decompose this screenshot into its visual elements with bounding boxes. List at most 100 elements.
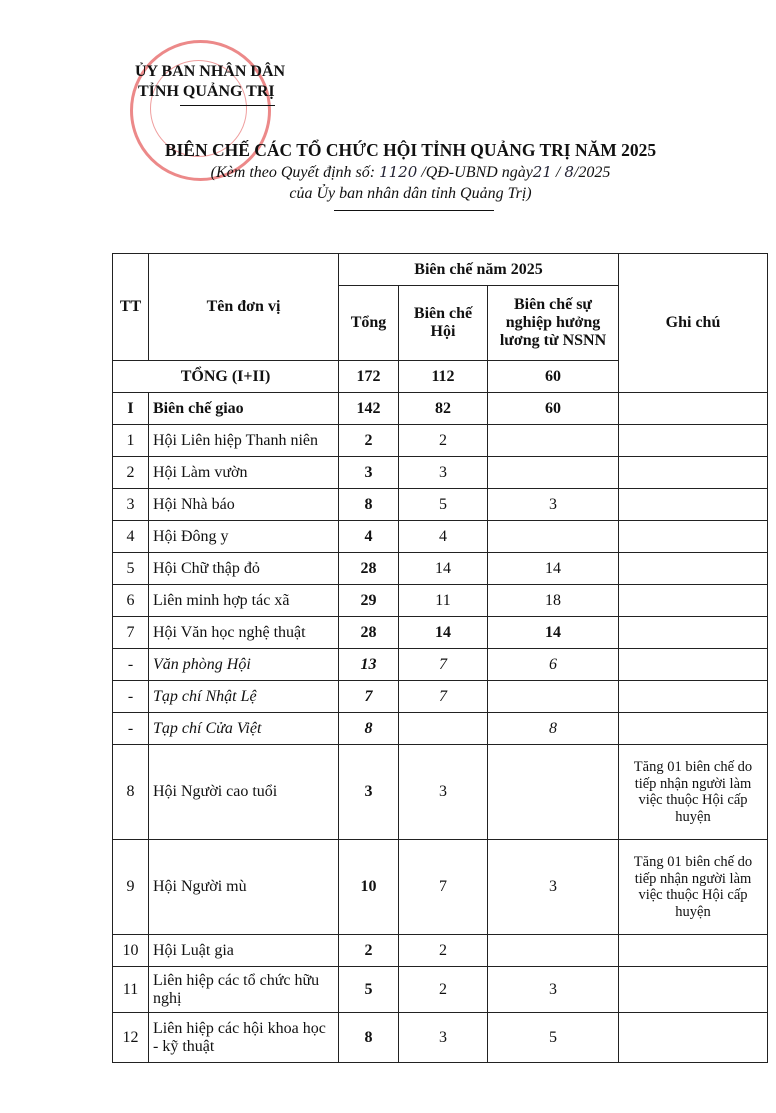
table-row: - Tạp chí Nhật Lệ 7 7 [112, 680, 768, 713]
cell-sn: 3 [487, 966, 619, 1013]
cell-tt: I [112, 392, 149, 425]
cell-name: Tạp chí Cửa Việt [148, 712, 339, 745]
cell-sn: 14 [487, 616, 619, 649]
cell-note [618, 392, 768, 425]
cell-total: 5 [338, 966, 399, 1013]
cell-sn [487, 456, 619, 489]
seal-inner-ring [150, 60, 247, 157]
cell-sn: 5 [487, 1012, 619, 1063]
cell-total: 8 [338, 712, 399, 745]
document-title: BIÊN CHẾ CÁC TỔ CHỨC HỘI TỈNH QUẢNG TRỊ … [164, 140, 657, 160]
cell-hoi: 7 [398, 680, 488, 713]
cell-hoi: 3 [398, 744, 488, 840]
divider [180, 105, 275, 106]
table-row: 12 Liên hiệp các hội khoa học - kỹ thuật 8… [112, 1012, 768, 1063]
cell-tt: - [112, 680, 149, 713]
table-row: 11 Liên hiệp các tổ chức hữu nghị 5 2 3 [112, 966, 768, 1013]
cell-tt: - [112, 712, 149, 745]
table-row: 10 Hội Luật gia 2 2 [112, 934, 768, 967]
cell-note [618, 584, 768, 617]
header-tt: TT [112, 253, 149, 361]
table-row: 6 Liên minh hợp tác xã 29 11 18 [112, 584, 768, 617]
cell-tt: 3 [112, 488, 149, 521]
cell-hoi: 4 [398, 520, 488, 553]
cell-sn: 6 [487, 648, 619, 681]
org-line-2: TỈNH QUẢNG TRỊ [138, 83, 275, 100]
cell-note: Tăng 01 biên chế do tiếp nhận người làm … [618, 839, 768, 935]
cell-hoi: 3 [398, 1012, 488, 1063]
table-row: 8 Hội Người cao tuổi 3 3 Tăng 01 biên chế do… [112, 744, 768, 840]
header-total: Tổng [338, 285, 399, 361]
cell-tt: 4 [112, 520, 149, 553]
cell-hoi: 3 [398, 456, 488, 489]
cell-tt: 1 [112, 424, 149, 457]
cell-sn [487, 744, 619, 840]
cell-note: Tăng 01 biên chế do tiếp nhận người làm … [618, 744, 768, 840]
cell-total: 142 [338, 392, 399, 425]
cell-note [618, 966, 768, 1013]
cell-note [618, 616, 768, 649]
subtitle-line-1: (Kèm theo Quyết định số: 1120 /QĐ-UBND n… [0, 163, 776, 182]
header-note: Ghi chú [618, 253, 768, 393]
cell-sn: 14 [487, 552, 619, 585]
cell-name: Hội Người cao tuổi [148, 744, 339, 840]
header-name: Tên đơn vị [148, 253, 339, 361]
cell-tt: 7 [112, 616, 149, 649]
grand-total: 172 [338, 360, 399, 393]
cell-hoi: 11 [398, 584, 488, 617]
cell-name: Hội Đông y [148, 520, 339, 553]
cell-hoi: 2 [398, 424, 488, 457]
cell-total: 8 [338, 1012, 399, 1063]
cell-note [618, 456, 768, 489]
grand-total-label: TỔNG (I+II) [112, 360, 339, 393]
table-row: 7 Hội Văn học nghệ thuật 28 14 14 [112, 616, 768, 649]
cell-name: Hội Văn học nghệ thuật [148, 616, 339, 649]
decision-month: 8 [564, 163, 574, 181]
cell-note [618, 552, 768, 585]
cell-hoi: 82 [398, 392, 488, 425]
cell-sn: 3 [487, 839, 619, 935]
table-row: 5 Hội Chữ thập đỏ 28 14 14 [112, 552, 768, 585]
cell-note [618, 424, 768, 457]
cell-sn: 3 [487, 488, 619, 521]
cell-note [618, 488, 768, 521]
cell-total: 3 [338, 744, 399, 840]
grand-total-row: TỔNG (I+II) 172 112 60 [112, 360, 768, 393]
cell-tt: 11 [112, 966, 149, 1013]
cell-name: Biên chế giao [148, 392, 339, 425]
subtitle-mid: /QĐ-UBND ngày [421, 164, 533, 181]
header-sn: Biên chế sự nghiệp hưởng lương từ NSNN [487, 285, 619, 361]
cell-total: 28 [338, 616, 399, 649]
issuing-organization: ỦY BAN NHÂN DÂN TỈNH QUẢNG TRỊ [135, 62, 285, 102]
cell-note [618, 1012, 768, 1063]
staffing-table: TT Tên đơn vị Biên chế năm 2025 Ghi chú … [112, 253, 768, 1063]
cell-name: Hội Chữ thập đỏ [148, 552, 339, 585]
cell-name: Hội Luật gia [148, 934, 339, 967]
cell-name: Tạp chí Nhật Lệ [148, 680, 339, 713]
cell-total: 13 [338, 648, 399, 681]
org-line-1: ỦY BAN NHÂN DÂN [135, 63, 286, 80]
cell-tt: 8 [112, 744, 149, 840]
decision-number: 1120 [379, 163, 418, 181]
grand-sn: 60 [487, 360, 619, 393]
cell-sn [487, 520, 619, 553]
table-row: - Tạp chí Cửa Việt 8 8 [112, 712, 768, 745]
table-row: 9 Hội Người mù 10 7 3 Tăng 01 biên chế do tiế… [112, 839, 768, 935]
cell-tt: 5 [112, 552, 149, 585]
cell-sn: 8 [487, 712, 619, 745]
subtitle-line-2: của Ủy ban nhân dân tỉnh Quảng Trị) [289, 185, 532, 202]
grand-hoi: 112 [398, 360, 488, 393]
cell-hoi: 14 [398, 616, 488, 649]
cell-sn: 18 [487, 584, 619, 617]
subtitle-prefix: (Kèm theo Quyết định số: [210, 164, 376, 181]
table-row: 3 Hội Nhà báo 8 5 3 [112, 488, 768, 521]
cell-sn [487, 424, 619, 457]
cell-hoi: 7 [398, 839, 488, 935]
divider [334, 210, 494, 211]
cell-note [618, 712, 768, 745]
table-row: 2 Hội Làm vườn 3 3 [112, 456, 768, 489]
cell-name: Hội Người mù [148, 839, 339, 935]
cell-tt: 9 [112, 839, 149, 935]
